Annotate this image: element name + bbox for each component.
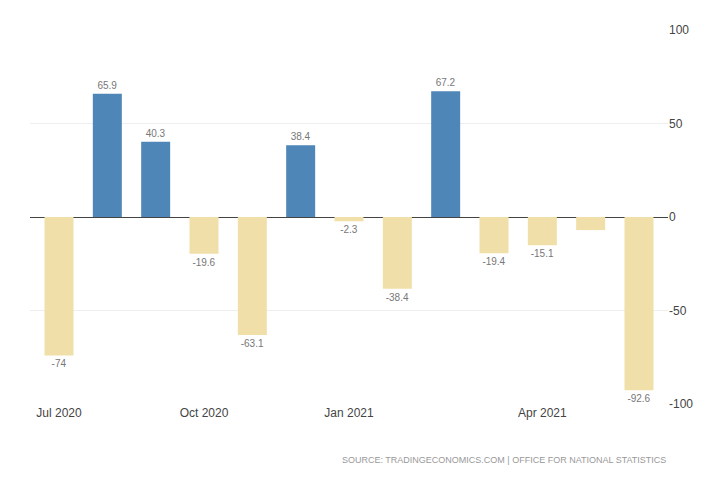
svg-text:-38.4: -38.4	[386, 292, 409, 303]
svg-text:-15.1: -15.1	[531, 248, 554, 259]
svg-text:Apr 2021: Apr 2021	[518, 406, 567, 420]
svg-text:0: 0	[669, 210, 676, 224]
svg-text:-2.3: -2.3	[340, 224, 358, 235]
svg-text:-63.1: -63.1	[241, 338, 264, 349]
svg-text:38.4: 38.4	[291, 131, 311, 142]
svg-text:40.3: 40.3	[146, 128, 166, 139]
svg-text:65.9: 65.9	[97, 80, 117, 91]
svg-text:-100: -100	[669, 397, 693, 411]
svg-text:100: 100	[669, 23, 689, 37]
svg-text:50: 50	[669, 117, 683, 131]
svg-text:Oct 2020: Oct 2020	[180, 406, 229, 420]
svg-text:-74: -74	[52, 358, 67, 369]
svg-text:67.2: 67.2	[436, 77, 456, 88]
svg-text:Jan 2021: Jan 2021	[324, 406, 374, 420]
svg-text:Jul 2020: Jul 2020	[36, 406, 82, 420]
svg-text:SOURCE: TRADINGECONOMICS.COM |: SOURCE: TRADINGECONOMICS.COM | OFFICE FO…	[342, 455, 666, 465]
svg-text:-50: -50	[669, 304, 687, 318]
svg-text:-92.6: -92.6	[627, 393, 650, 404]
svg-text:-19.6: -19.6	[192, 257, 215, 268]
svg-text:-19.4: -19.4	[482, 256, 505, 267]
